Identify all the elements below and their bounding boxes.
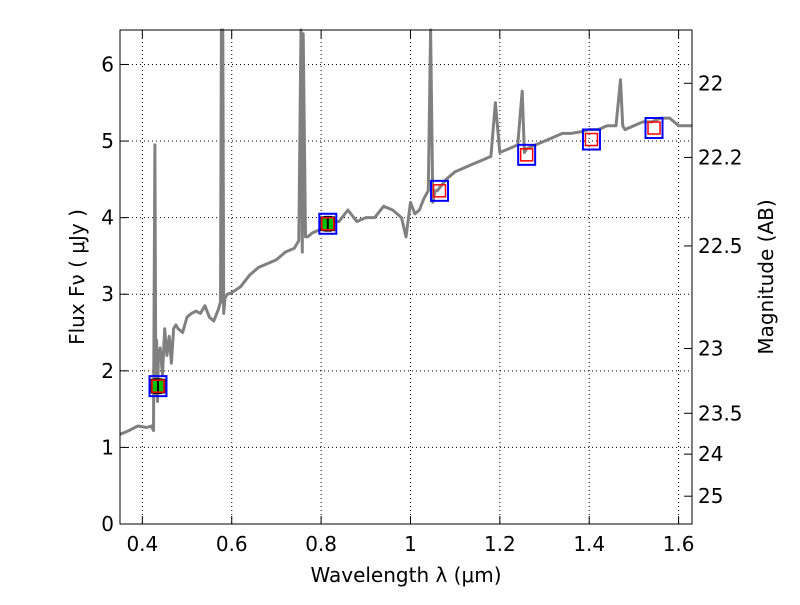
model-photometry-point bbox=[519, 148, 534, 162]
axis-ticks: 0.4 0.6 0.8 1 1.2 1.4 1.601234562222.222.52323… bbox=[101, 30, 743, 556]
mag-tick-label: 25 bbox=[698, 484, 723, 508]
model-photometry-box bbox=[517, 143, 537, 166]
model-photometry-box bbox=[318, 212, 338, 235]
model-photometry-box bbox=[148, 375, 168, 398]
x-tick-label: 1.6 bbox=[663, 532, 695, 556]
model-spectrum-line bbox=[119, 28, 692, 436]
mag-tick-label: 24 bbox=[698, 442, 723, 466]
y-tick-label: 0 bbox=[101, 512, 114, 536]
data-series bbox=[119, 28, 692, 436]
mag-tick-label: 23.5 bbox=[698, 401, 743, 425]
x-tick-label: 0.6 bbox=[216, 532, 248, 556]
x-tick-label: 1.2 bbox=[484, 532, 516, 556]
plot-frame bbox=[119, 29, 693, 525]
y-tick-label: 2 bbox=[101, 359, 114, 383]
model-photometry-box bbox=[644, 117, 664, 140]
mag-tick-label: 22.5 bbox=[698, 234, 743, 258]
y-tick-label: 6 bbox=[101, 52, 114, 76]
mag-tick-label: 22.2 bbox=[698, 145, 743, 169]
model-photometry-point bbox=[321, 217, 335, 231]
model-photometry-point bbox=[647, 121, 661, 135]
model-photometry-box bbox=[430, 179, 450, 202]
y-tick-label: 1 bbox=[101, 435, 114, 459]
x-tick-label: 0.8 bbox=[305, 532, 337, 556]
y-axis-label: Flux Fν ( μJy ) bbox=[65, 209, 89, 345]
model-photometry-box bbox=[581, 128, 601, 151]
mag-tick-label: 23 bbox=[698, 337, 723, 361]
x-tick-label: 0.4 bbox=[126, 532, 158, 556]
y-tick-label: 3 bbox=[101, 282, 114, 306]
x-tick-label: 1 bbox=[404, 532, 417, 556]
model-photometry-point bbox=[151, 379, 165, 393]
model-photometry-point bbox=[432, 184, 447, 198]
x-axis-label: Wavelength λ (μm) bbox=[310, 563, 501, 587]
y-tick-label: 5 bbox=[101, 129, 114, 153]
right-axis-label: Magnitude (AB) bbox=[754, 199, 778, 354]
mag-tick-label: 22 bbox=[698, 71, 723, 95]
x-tick-label: 1.4 bbox=[573, 532, 605, 556]
grid-lines bbox=[120, 30, 692, 525]
y-tick-label: 4 bbox=[101, 206, 114, 230]
model-photometry-point bbox=[584, 132, 599, 147]
